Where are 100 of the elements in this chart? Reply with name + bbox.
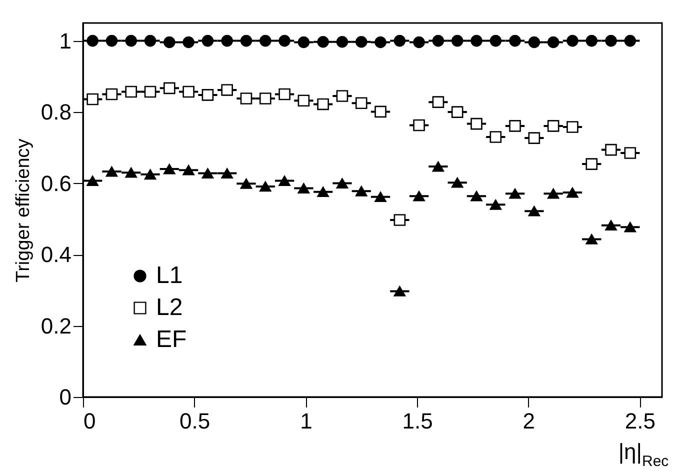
y-tick-label: 1 (59, 28, 72, 54)
point (164, 82, 176, 94)
point (624, 222, 636, 232)
x-tick-label: 1.5 (402, 408, 433, 434)
point (394, 34, 406, 47)
y-tick-label: 0.4 (40, 242, 72, 268)
point (298, 36, 310, 48)
point (355, 97, 368, 110)
point (470, 34, 482, 47)
y-tick-label: 0 (59, 384, 72, 410)
point (240, 92, 252, 104)
point (470, 118, 482, 130)
point (394, 214, 406, 226)
point (202, 168, 214, 179)
point (490, 34, 502, 47)
point (509, 188, 521, 199)
point (586, 234, 598, 244)
point (144, 169, 156, 180)
point (547, 36, 560, 48)
point (182, 164, 194, 176)
point (278, 176, 290, 186)
point (394, 286, 406, 296)
point (202, 34, 214, 47)
y-tick-label: 0.8 (40, 100, 72, 125)
point (586, 158, 598, 170)
point (106, 34, 118, 47)
point (144, 34, 156, 47)
legend-label: EF (156, 326, 187, 353)
point (624, 34, 636, 47)
legend-label: L1 (156, 262, 183, 289)
point (566, 34, 578, 47)
y-axis-title: Trigger efficiency (12, 138, 34, 282)
point (240, 178, 252, 189)
point (106, 166, 118, 177)
point (528, 132, 540, 144)
point (278, 88, 290, 100)
point (374, 106, 386, 118)
point (298, 94, 310, 107)
point (451, 34, 464, 47)
point (182, 36, 194, 48)
point (451, 106, 464, 118)
point (221, 168, 233, 179)
point (336, 90, 348, 102)
point (317, 36, 329, 48)
point (86, 34, 98, 47)
point (528, 36, 540, 48)
point (374, 192, 386, 202)
point (432, 34, 444, 47)
point (509, 120, 521, 132)
point (605, 220, 617, 231)
point (317, 186, 329, 198)
point (355, 186, 368, 196)
point (221, 34, 233, 47)
point (86, 176, 98, 186)
point (259, 34, 272, 47)
point (547, 120, 560, 132)
point (317, 98, 329, 110)
x-tick-label: 2 (522, 408, 536, 434)
x-tick-label: 0.5 (180, 408, 210, 434)
point (413, 119, 425, 132)
point (336, 178, 348, 188)
point (144, 86, 156, 98)
x-tick-label: 1 (300, 408, 312, 434)
point (86, 93, 98, 106)
point (221, 84, 233, 96)
point (182, 86, 194, 98)
point (298, 183, 310, 194)
point (490, 131, 502, 143)
point (624, 147, 636, 159)
point (528, 206, 540, 216)
point (413, 190, 425, 202)
legend-label: L2 (156, 294, 183, 321)
point (355, 36, 368, 48)
point (413, 36, 425, 48)
point (125, 34, 137, 47)
point (566, 187, 578, 198)
point (547, 188, 560, 199)
point (374, 36, 386, 48)
point (605, 34, 617, 47)
point (490, 199, 502, 210)
point (432, 96, 444, 108)
x-tick-label: 2.5 (624, 408, 656, 434)
point (278, 34, 290, 47)
y-tick-label: 0.6 (40, 170, 72, 196)
point (509, 34, 521, 47)
y-tick-label: 0.2 (40, 313, 72, 338)
point (202, 89, 214, 101)
point (125, 86, 137, 98)
point (259, 92, 272, 104)
point (586, 34, 598, 47)
point (470, 190, 482, 202)
point (164, 164, 176, 174)
point (566, 121, 578, 133)
point (259, 181, 272, 192)
point (240, 34, 252, 47)
point (432, 161, 444, 172)
point (605, 144, 617, 156)
point (106, 88, 118, 100)
point (451, 177, 464, 188)
point (164, 36, 176, 48)
